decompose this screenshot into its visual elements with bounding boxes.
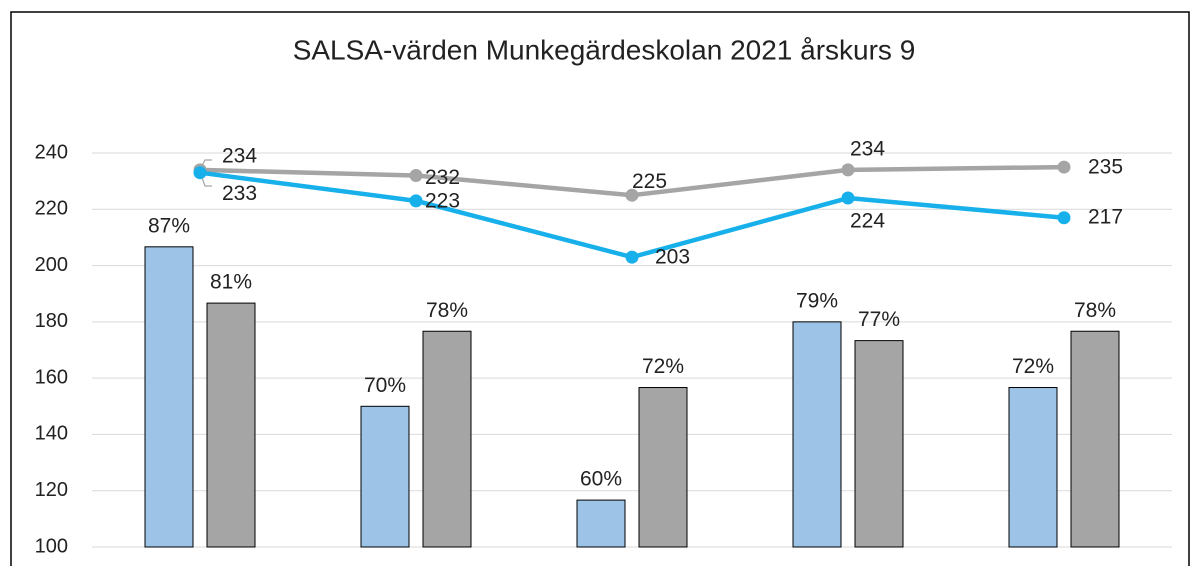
data-label: 224 <box>850 210 885 233</box>
bar <box>638 387 688 548</box>
bar <box>854 340 904 548</box>
data-label: 225 <box>632 170 667 193</box>
line-marker <box>1057 160 1071 174</box>
data-label: 235 <box>1088 156 1123 179</box>
bar <box>792 321 842 548</box>
data-label: 232 <box>425 166 460 189</box>
data-label: 234 <box>222 144 257 167</box>
data-label: 234 <box>850 137 885 160</box>
bar <box>206 302 256 548</box>
y-tick-label: 140 <box>35 423 68 445</box>
line-marker <box>1057 211 1071 225</box>
bar <box>1008 387 1058 548</box>
data-label: 78% <box>1074 299 1116 322</box>
data-label: 72% <box>642 355 684 378</box>
bar <box>576 499 626 548</box>
data-label: 79% <box>796 289 838 312</box>
data-label: 203 <box>655 246 690 269</box>
line-marker <box>625 250 639 264</box>
chart-title: SALSA-värden Munkegärdeskolan 2021 årsku… <box>293 34 916 65</box>
line-marker <box>193 166 207 180</box>
y-tick-label: 160 <box>35 366 68 388</box>
data-label: 78% <box>426 299 468 322</box>
bar <box>360 405 410 548</box>
data-label: 77% <box>858 308 900 331</box>
data-label: 217 <box>1088 205 1123 228</box>
y-tick-label: 100 <box>35 535 68 557</box>
line-marker <box>409 194 423 208</box>
y-tick-label: 220 <box>35 198 68 220</box>
bar <box>1070 330 1120 548</box>
y-tick-label: 240 <box>35 141 68 163</box>
bar <box>144 246 194 548</box>
bar <box>422 330 472 548</box>
line-marker <box>841 163 855 177</box>
data-label: 72% <box>1012 355 1054 378</box>
line-marker <box>841 191 855 205</box>
line-marker <box>409 169 423 183</box>
data-label: 60% <box>580 468 622 491</box>
data-label: 223 <box>425 189 460 212</box>
data-label: 87% <box>148 214 190 237</box>
data-label: 70% <box>364 374 406 397</box>
y-tick-label: 120 <box>35 479 68 501</box>
data-label: 81% <box>210 271 252 294</box>
data-label: 233 <box>222 182 257 205</box>
y-tick-label: 200 <box>35 254 68 276</box>
line-marker <box>625 188 639 202</box>
y-tick-label: 180 <box>35 310 68 332</box>
